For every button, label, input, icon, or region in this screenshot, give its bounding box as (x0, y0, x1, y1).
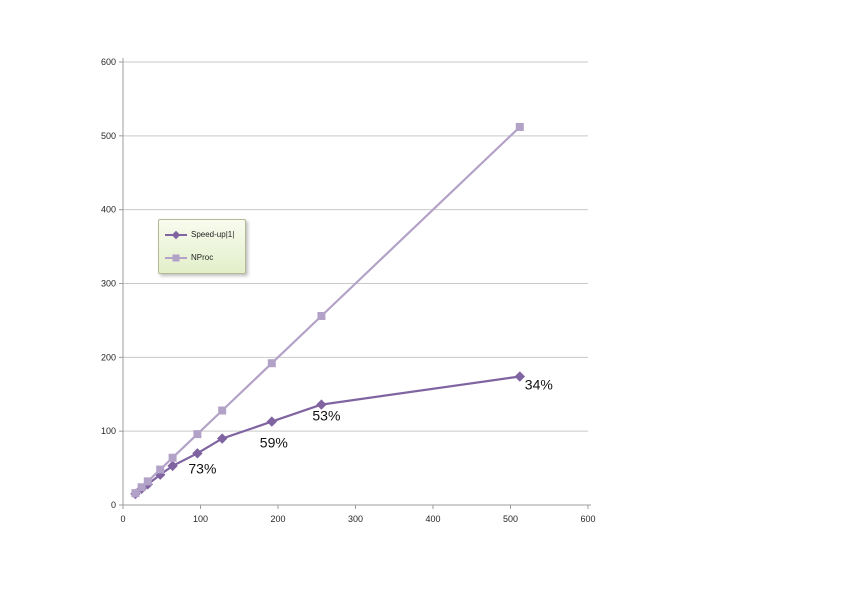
square-marker (168, 453, 177, 462)
y-tick-label-400: 400 (101, 205, 116, 215)
x-tick-label-100: 100 (193, 514, 208, 524)
square-marker (267, 359, 276, 368)
square-marker (156, 465, 165, 474)
diamond-marker (192, 448, 203, 459)
x-tick-label-300: 300 (348, 514, 363, 524)
x-tick-label-200: 200 (270, 514, 285, 524)
chart-legend[interactable]: Speed-up|1| NProc (158, 219, 246, 274)
square-marker (131, 489, 140, 498)
x-tick-label-600: 600 (580, 514, 595, 524)
x-tick-label-400: 400 (425, 514, 440, 524)
diamond-marker (167, 460, 178, 472)
diamond-marker (316, 399, 327, 410)
square-marker-icon (172, 254, 180, 262)
series-line-nproc (134, 125, 521, 495)
y-tick-label-600: 600 (101, 57, 116, 67)
speedup-line-swatch (165, 230, 187, 240)
legend-label-speedup: Speed-up|1| (191, 230, 235, 239)
y-tick-label-0: 0 (111, 500, 116, 510)
legend-item-nproc: NProc (165, 249, 240, 267)
y-tick-label-300: 300 (101, 279, 116, 289)
square-marker (218, 406, 227, 415)
diamond-marker-icon (171, 230, 181, 240)
data-label-53pct: 53% (312, 408, 340, 424)
diamond-marker (216, 433, 228, 444)
y-tick-label-200: 200 (101, 352, 116, 362)
data-label-73pct: 73% (188, 460, 216, 476)
square-marker (193, 430, 202, 439)
x-tick-label-500: 500 (503, 514, 518, 524)
square-marker (137, 483, 146, 492)
nproc-line-swatch (165, 254, 187, 262)
legend-item-speedup: Speed-up|1| (165, 226, 240, 244)
diamond-marker (514, 371, 526, 382)
legend-label-nproc: NProc (191, 253, 214, 262)
diamond-marker (266, 416, 278, 427)
data-label-59pct: 59% (260, 435, 288, 451)
square-marker (143, 477, 152, 486)
y-tick-label-500: 500 (101, 131, 116, 141)
y-tick-label-100: 100 (101, 426, 116, 436)
square-marker (317, 311, 326, 320)
square-marker (515, 122, 524, 131)
x-tick-label-0: 0 (120, 514, 125, 524)
data-label-34pct: 34% (525, 377, 553, 393)
